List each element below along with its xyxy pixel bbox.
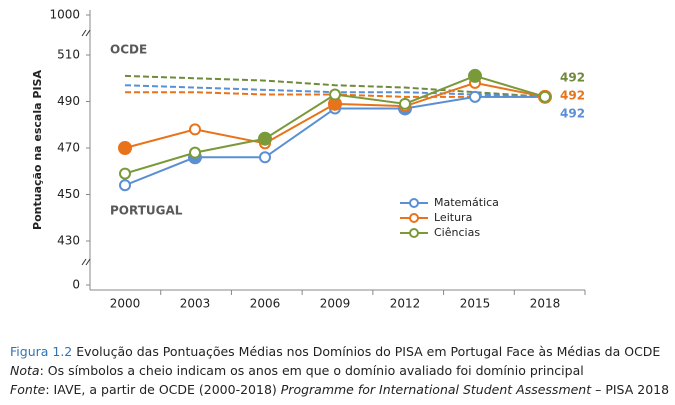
axis-break bbox=[81, 29, 91, 37]
marker bbox=[539, 90, 551, 103]
y-tick-label: 450 bbox=[57, 187, 80, 201]
y-tick-label: 510 bbox=[57, 48, 80, 62]
marker bbox=[469, 90, 481, 103]
x-tick-label: 2006 bbox=[250, 297, 281, 311]
text: : IAVE, a partir de OCDE (2000-2018) bbox=[45, 382, 281, 397]
x-tick-label: 2018 bbox=[530, 297, 561, 311]
figure-label: Figura 1.2 bbox=[10, 344, 73, 359]
annotation: PORTUGAL bbox=[110, 204, 183, 218]
legend-marker bbox=[409, 198, 419, 208]
x-tick-label: 2012 bbox=[390, 297, 421, 311]
marker bbox=[329, 88, 341, 101]
legend-label: Matemática bbox=[434, 196, 499, 209]
axis-break bbox=[81, 258, 91, 266]
end-label: 492 bbox=[560, 89, 585, 103]
caption-source: Fonte: IAVE, a partir de OCDE (2000-2018… bbox=[10, 382, 669, 397]
caption-title: Figura 1.2 Evolução das Pontuações Média… bbox=[10, 344, 660, 359]
y-tick-label: 430 bbox=[57, 234, 80, 248]
legend-label: Leitura bbox=[434, 211, 472, 224]
caption-note: Nota: Os símbolos a cheio indicam os ano… bbox=[10, 363, 584, 378]
text: Evolução das Pontuações Médias nos Domín… bbox=[72, 344, 661, 359]
marker bbox=[118, 141, 132, 155]
end-label: 492 bbox=[560, 71, 585, 85]
marker bbox=[259, 151, 271, 164]
text: Nota bbox=[10, 363, 40, 378]
marker bbox=[399, 97, 411, 110]
oecd-line bbox=[124, 74, 546, 98]
marker bbox=[189, 146, 201, 159]
marker bbox=[258, 131, 272, 146]
x-tick-label: 2009 bbox=[320, 297, 351, 311]
text: Programme for International Student Asse… bbox=[280, 382, 592, 397]
text: : Os símbolos a cheio indicam os anos em… bbox=[39, 363, 584, 378]
marker bbox=[189, 123, 201, 136]
text: Fonte bbox=[10, 382, 46, 397]
end-label: 492 bbox=[560, 107, 585, 121]
x-tick-label: 2003 bbox=[180, 297, 211, 311]
y-tick-label: 470 bbox=[57, 141, 80, 155]
y-axis-label: Pontuação na escala PISA bbox=[31, 70, 44, 230]
marker bbox=[119, 167, 131, 180]
chart: Pontuação na escala PISA OCDE PORTUGAL 1… bbox=[31, 8, 586, 311]
y-tick-label: 0 bbox=[72, 278, 80, 292]
marker bbox=[119, 179, 131, 192]
annotation: OCDE bbox=[110, 43, 147, 57]
text: – PISA 2018 bbox=[591, 382, 670, 397]
marker bbox=[468, 68, 482, 83]
y-tick-label: 490 bbox=[57, 94, 80, 108]
legend-marker bbox=[409, 213, 419, 223]
x-tick-label: 2015 bbox=[460, 297, 491, 311]
y-tick-label: 1000 bbox=[49, 8, 80, 22]
legend-label: Ciências bbox=[434, 226, 480, 239]
x-tick-label: 2000 bbox=[110, 297, 141, 311]
legend-marker bbox=[409, 228, 419, 238]
